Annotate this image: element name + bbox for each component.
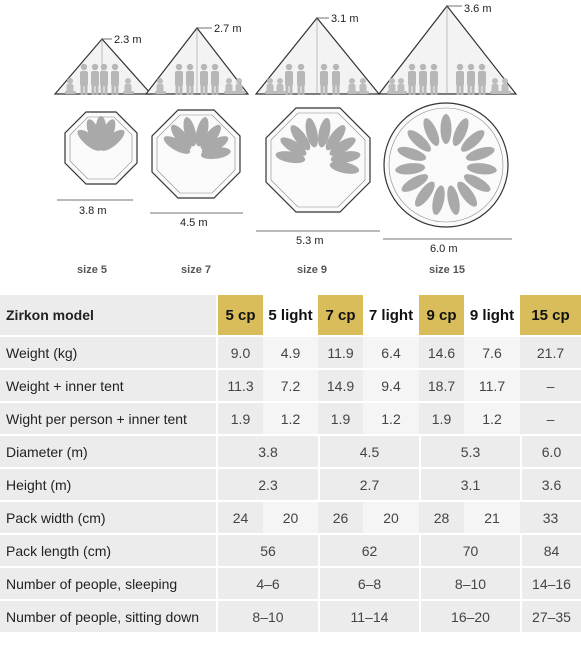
tent-height-label: 2.3 m: [114, 34, 142, 46]
table-cell: 1.2: [363, 403, 419, 434]
table-cell: 1.2: [464, 403, 520, 434]
table-cell: 8–10: [218, 601, 318, 632]
size-caption: size 15: [428, 264, 466, 276]
table-cell: 11.7: [464, 370, 520, 401]
specs-table: Zirkon model 5 cp 5 light 7 cp 7 light 9…: [0, 293, 581, 634]
table-cell: 6.0: [520, 436, 581, 467]
table-cell: 1.2: [263, 403, 318, 434]
table-row: Number of people, sleeping 4–6 6–8 8–10 …: [0, 568, 581, 599]
row-label: Height (m): [0, 469, 218, 500]
row-label: Number of people, sitting down: [0, 601, 218, 632]
table-cell: 56: [218, 535, 318, 566]
table-row: Number of people, sitting down 8–10 11–1…: [0, 601, 581, 632]
tent-height-label: 3.1 m: [331, 13, 359, 25]
table-cell: 1.9: [419, 403, 464, 434]
table-row: Diameter (m) 3.8 4.5 5.3 6.0: [0, 436, 581, 467]
table-cell: 7.2: [263, 370, 318, 401]
table-cell: 3.8: [218, 436, 318, 467]
table-header-label: Zirkon model: [0, 295, 218, 335]
tent-size-7: 2.7 m 4.5 m: [144, 23, 250, 229]
tent-diameter-label: 5.3 m: [296, 235, 324, 247]
tent-illustration: 2.3 m 3.8 m 2.7 m: [53, 3, 518, 255]
table-cell: 20: [363, 502, 419, 533]
table-row: Wight per person + inner tent 1.9 1.2 1.…: [0, 403, 581, 434]
table-row: Weight (kg) 9.0 4.9 11.9 6.4 14.6 7.6 21…: [0, 337, 581, 368]
table-row: Weight + inner tent 11.3 7.2 14.9 9.4 18…: [0, 370, 581, 401]
row-label: Weight + inner tent: [0, 370, 218, 401]
tent-size-15: 3.6 m 6.0 m: [377, 3, 518, 255]
size-caption: size 7: [181, 264, 211, 276]
size-caption: size 9: [297, 264, 327, 276]
model-header: 7 light: [363, 295, 419, 335]
table-cell: 1.9: [318, 403, 363, 434]
model-header: 5 cp: [218, 295, 263, 335]
row-label: Pack width (cm): [0, 502, 218, 533]
table-cell: 84: [520, 535, 581, 566]
table-cell: 4.5: [318, 436, 419, 467]
tent-diameter-label: 4.5 m: [180, 217, 208, 229]
table-cell: 9.0: [218, 337, 263, 368]
table-cell: 6.4: [363, 337, 419, 368]
table-row: Pack length (cm) 56 62 70 84: [0, 535, 581, 566]
table-cell: 3.1: [419, 469, 520, 500]
table-cell: –: [520, 370, 581, 401]
table-cell: 1.9: [218, 403, 263, 434]
table-cell: 11.3: [218, 370, 263, 401]
table-cell: 28: [419, 502, 464, 533]
model-header: 7 cp: [318, 295, 363, 335]
table-cell: 3.6: [520, 469, 581, 500]
table-cell: 27–35: [520, 601, 581, 632]
row-label: Wight per person + inner tent: [0, 403, 218, 434]
table-header-row: Zirkon model 5 cp 5 light 7 cp 7 light 9…: [0, 295, 581, 335]
model-header: 15 cp: [520, 295, 581, 335]
table-cell: 11–14: [318, 601, 419, 632]
tent-size-9: 3.1 m 5.3 m: [254, 13, 381, 247]
row-label: Pack length (cm): [0, 535, 218, 566]
table-row: Pack width (cm) 24 20 26 20 28 21 33: [0, 502, 581, 533]
table-cell: 9.4: [363, 370, 419, 401]
table-row: Height (m) 2.3 2.7 3.1 3.6: [0, 469, 581, 500]
table-cell: 2.3: [218, 469, 318, 500]
tent-diameter-label: 6.0 m: [430, 243, 458, 255]
table-cell: 5.3: [419, 436, 520, 467]
table-cell: 16–20: [419, 601, 520, 632]
model-header: 5 light: [263, 295, 318, 335]
table-cell: 4.9: [263, 337, 318, 368]
table-cell: 62: [318, 535, 419, 566]
table-cell: 6–8: [318, 568, 419, 599]
table-cell: 4–6: [218, 568, 318, 599]
table-cell: 20: [263, 502, 318, 533]
table-cell: 21: [464, 502, 520, 533]
tent-size-5: 2.3 m 3.8 m: [53, 34, 153, 217]
model-header: 9 cp: [419, 295, 464, 335]
table-cell: 14.6: [419, 337, 464, 368]
table-cell: 8–10: [419, 568, 520, 599]
tent-diameter-label: 3.8 m: [79, 205, 107, 217]
row-label: Number of people, sleeping: [0, 568, 218, 599]
table-cell: 33: [520, 502, 581, 533]
table-cell: 11.9: [318, 337, 363, 368]
table-cell: 14–16: [520, 568, 581, 599]
table-cell: 70: [419, 535, 520, 566]
table-cell: 24: [218, 502, 263, 533]
row-label: Diameter (m): [0, 436, 218, 467]
table-cell: 7.6: [464, 337, 520, 368]
model-header: 9 light: [464, 295, 520, 335]
tent-height-label: 3.6 m: [464, 3, 492, 15]
table-cell: 14.9: [318, 370, 363, 401]
table-cell: 26: [318, 502, 363, 533]
tent-height-label: 2.7 m: [214, 23, 242, 35]
table-cell: –: [520, 403, 581, 434]
row-label: Weight (kg): [0, 337, 218, 368]
size-caption: size 5: [77, 264, 107, 276]
table-cell: 2.7: [318, 469, 419, 500]
table-cell: 18.7: [419, 370, 464, 401]
table-cell: 21.7: [520, 337, 581, 368]
